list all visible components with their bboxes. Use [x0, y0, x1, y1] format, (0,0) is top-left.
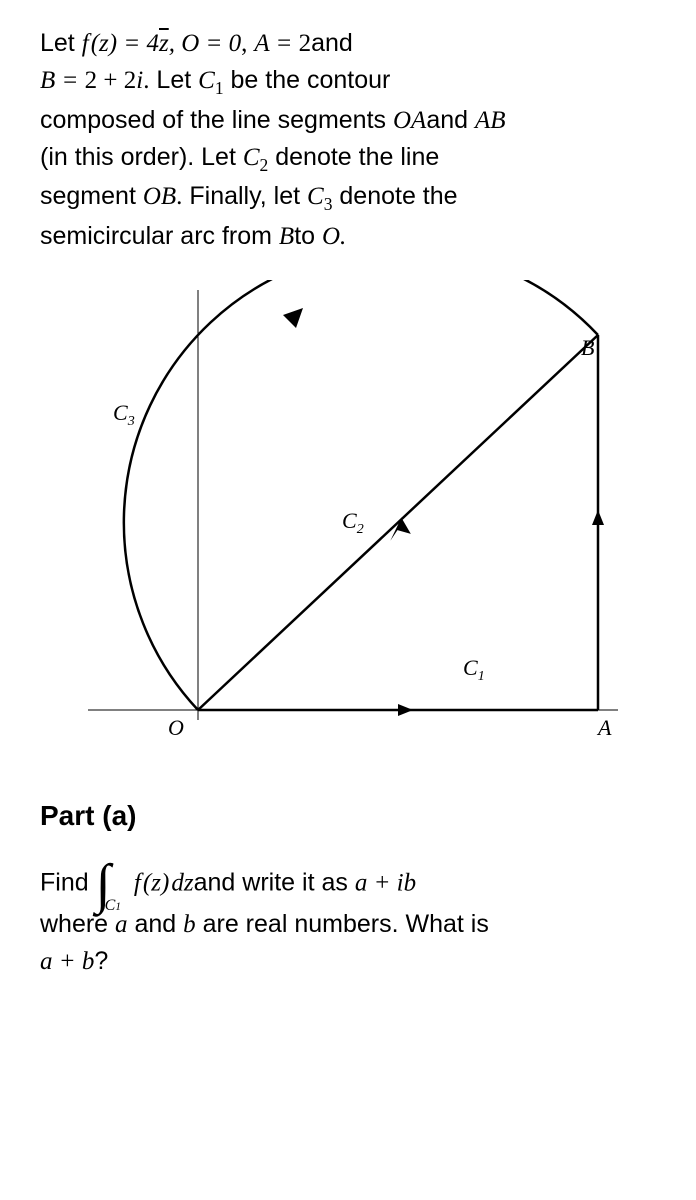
text: Find: [40, 868, 96, 896]
text: to: [294, 222, 322, 250]
sub: 2: [260, 155, 269, 175]
label-C3: C3: [113, 400, 135, 429]
text: semicircular arc from: [40, 222, 279, 250]
label-B: B: [581, 335, 594, 360]
math: 2: [299, 30, 312, 57]
math: a + b: [40, 948, 94, 975]
text: ?: [94, 947, 108, 975]
math: B =: [40, 67, 85, 94]
text: Let: [40, 29, 82, 57]
arc-arrow: [283, 308, 303, 328]
text: Let: [149, 66, 198, 94]
math: C: [198, 67, 215, 94]
math: 2 + 2: [85, 67, 137, 94]
math: a + ib: [355, 869, 416, 896]
math: f (z) = 4z, O = 0: [82, 30, 241, 57]
oa-arrow: [398, 704, 413, 716]
text: are real numbers. What is: [196, 910, 489, 938]
math: f (z) dz: [134, 869, 194, 896]
text: and: [426, 106, 475, 134]
ab-arrow: [592, 510, 604, 525]
math: C: [243, 144, 260, 171]
text: denote the: [332, 182, 457, 210]
integral: ∫C1: [96, 862, 127, 906]
problem-statement: Let f (z) = 4z, O = 0, A = 2and B = 2 + …: [40, 25, 656, 255]
part-a-heading: Part (a): [40, 800, 656, 832]
math: C: [307, 183, 324, 210]
part-a-text: Find ∫C1 f (z) dzand write it as a + ib …: [40, 862, 656, 981]
text: composed of the line segments: [40, 106, 393, 134]
label-O: O: [168, 715, 184, 740]
label-C2: C2: [342, 508, 364, 537]
text: and write it as: [194, 868, 355, 896]
sub: 1: [215, 78, 224, 98]
math: A =: [254, 30, 298, 57]
math: O.: [322, 223, 346, 250]
math: ,: [241, 30, 247, 57]
contour-diagram: O A B C1 C2 C3: [68, 280, 628, 770]
text: and: [128, 910, 184, 938]
math: OB: [143, 183, 176, 210]
text: denote the line: [268, 143, 439, 171]
label-A: A: [596, 715, 612, 740]
text: and: [311, 29, 353, 57]
math: AB: [475, 107, 506, 134]
label-C1: C1: [463, 655, 485, 684]
line-ob: [198, 335, 598, 710]
math: OA: [393, 107, 426, 134]
text: (in this order). Let: [40, 143, 243, 171]
math: B: [279, 223, 294, 250]
text: be the contour: [224, 66, 391, 94]
arc-c3: [124, 280, 598, 710]
math: b: [183, 911, 196, 938]
text: Finally, let: [182, 182, 307, 210]
text: segment: [40, 182, 143, 210]
